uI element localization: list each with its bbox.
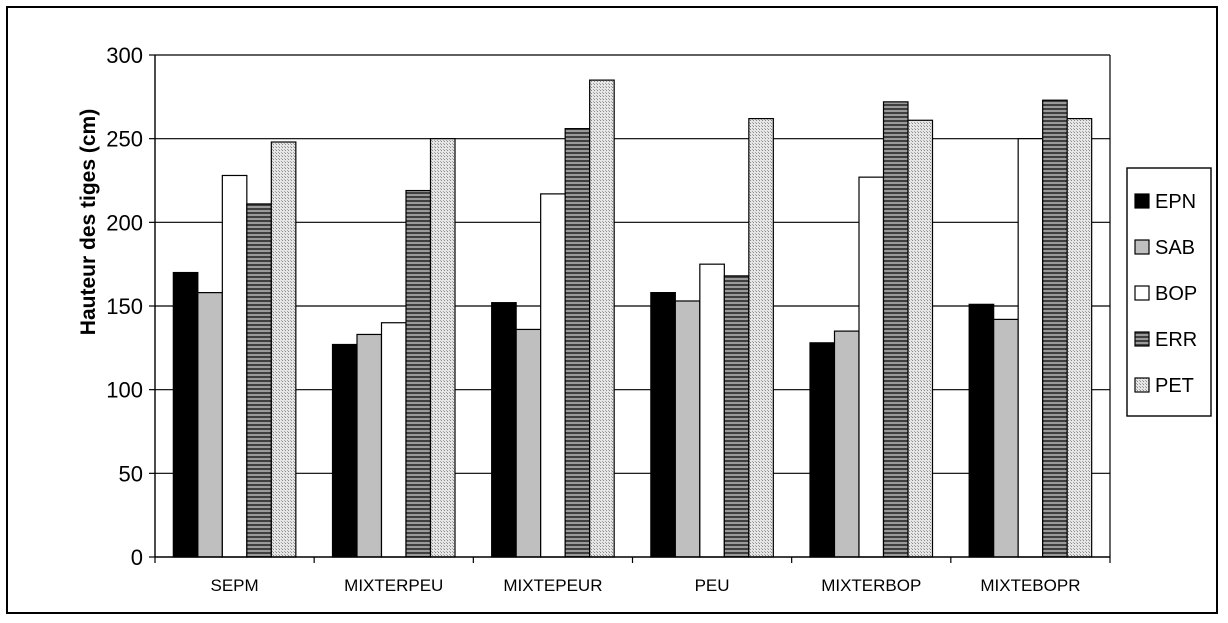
legend-swatch (1134, 193, 1150, 209)
bar-bop-mixterpeu (380, 322, 407, 558)
bar-sab-mixterpeu (356, 333, 383, 558)
bar-pet-peu (748, 117, 774, 558)
bar-pet-mixterpeu (429, 138, 456, 558)
legend: EPN SAB BOP ERR PET (1126, 167, 1212, 417)
bar-err-mixterpeu (405, 189, 432, 558)
bar-bop-mixterbop (858, 176, 885, 558)
y-axis-label: Hauteur des tiges (cm) (77, 109, 100, 335)
x-tick-label: SEPM (210, 576, 258, 595)
legend-label: PET (1155, 375, 1194, 397)
x-tick-label: MIXTERPEU (344, 576, 443, 595)
bars (172, 79, 1093, 558)
bar-sab-peu (674, 300, 701, 558)
legend-label: EPN (1155, 191, 1196, 213)
bar-sab-sepm (197, 292, 223, 558)
bar-bop-peu (699, 263, 725, 558)
bar-pet-sepm (270, 141, 297, 558)
y-tick-label: 200 (106, 210, 143, 235)
bar-err-mixtepeur (564, 128, 591, 558)
bar-epn-sepm (172, 271, 199, 558)
y-tick-label: 0 (131, 545, 143, 570)
bar-pet-mixterbop (907, 119, 934, 558)
bar-bop-sepm (221, 174, 248, 558)
bar-pet-mixtepeur (589, 79, 615, 558)
bar-sab-mixterbop (833, 330, 860, 558)
y-tick-label: 300 (106, 43, 143, 68)
legend-swatch (1134, 331, 1150, 347)
bar-err-mixtebopr (1042, 99, 1068, 558)
legend-label: ERR (1155, 329, 1197, 351)
bar-epn-mixterpeu (331, 343, 358, 558)
legend-swatch (1134, 239, 1150, 255)
y-tick-label: 100 (106, 378, 143, 403)
bar-pet-mixtebopr (1066, 117, 1093, 558)
gridlines (155, 54, 1110, 474)
bar-sab-mixtebopr (993, 318, 1019, 558)
bar-bop-mixtepeur (540, 193, 566, 558)
axes: 0 50 100 150 200 250 300 SEPM MIXTERPEU MIXTEPEUR… (106, 43, 1111, 595)
bar-bop-mixtebopr (1017, 138, 1044, 558)
x-tick-label: PEU (695, 576, 730, 595)
bar-sab-mixtepeur (515, 328, 542, 558)
bar-err-sepm (246, 203, 272, 558)
bar-epn-peu (650, 292, 676, 558)
bar-epn-mixtebopr (968, 303, 995, 558)
y-tick-label: 150 (106, 294, 143, 319)
bar-epn-mixtepeur (491, 302, 517, 558)
y-tick-label: 50 (119, 461, 143, 486)
legend-label: BOP (1155, 283, 1197, 305)
x-tick-label: MIXTEPEUR (503, 576, 602, 595)
bar-epn-mixterbop (809, 342, 836, 558)
x-tick-label: MIXTERBOP (821, 576, 921, 595)
legend-swatch (1134, 285, 1150, 301)
legend-swatch (1134, 377, 1150, 393)
legend-label: SAB (1155, 237, 1195, 259)
bar-err-mixterbop (882, 101, 909, 558)
bar-err-peu (723, 275, 750, 558)
y-tick-label: 250 (106, 127, 143, 152)
x-tick-label: MIXTEBOPR (980, 576, 1080, 595)
